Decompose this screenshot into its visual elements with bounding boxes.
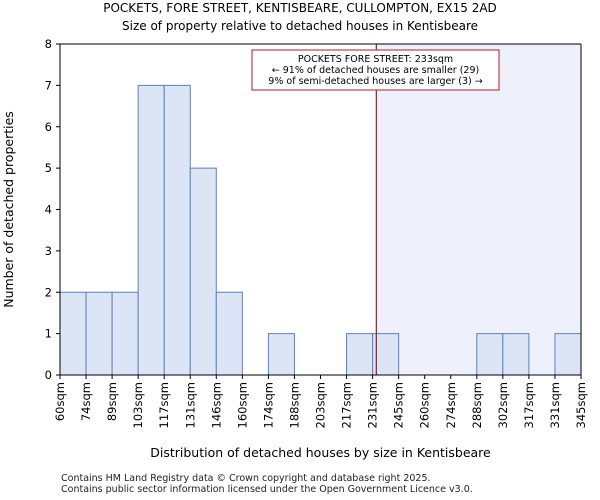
histogram-bar <box>85 291 113 376</box>
annotation-line-3: 9% of semi-detached houses are larger (3… <box>268 76 482 87</box>
histogram-bar <box>267 333 295 376</box>
y-tick-label: 4 <box>45 203 52 217</box>
x-tick-label: 245sqm <box>392 382 406 428</box>
x-tick-label: 103sqm <box>131 382 145 428</box>
x-tick-label: 345sqm <box>574 382 588 428</box>
histogram-bar <box>372 333 400 376</box>
annotation-line-2: ← 91% of detached houses are smaller (29… <box>272 65 479 76</box>
histogram-bar <box>59 291 87 376</box>
x-tick-label: 260sqm <box>418 382 432 428</box>
histogram-bar <box>346 333 374 376</box>
histogram-bar <box>554 333 582 376</box>
x-tick-label: 74sqm <box>79 382 93 421</box>
x-tick-label: 217sqm <box>340 382 354 428</box>
x-tick-label: 188sqm <box>287 382 301 428</box>
histogram-bar <box>215 291 243 376</box>
x-tick-label: 288sqm <box>470 382 484 428</box>
x-tick-label: 117sqm <box>157 382 171 428</box>
y-tick-label: 7 <box>45 78 52 92</box>
chart-subtitle: Size of property relative to detached ho… <box>122 19 478 33</box>
x-tick-label: 203sqm <box>314 382 328 428</box>
chart-title: POCKETS, FORE STREET, KENTISBEARE, CULLO… <box>103 1 497 15</box>
x-tick-label: 302sqm <box>496 382 510 428</box>
x-tick-label: 60sqm <box>53 382 67 421</box>
y-tick-label: 6 <box>45 120 52 134</box>
histogram-bar <box>111 291 139 376</box>
x-tick-label: 274sqm <box>444 382 458 428</box>
histogram-bar <box>502 333 530 376</box>
x-tick-label: 89sqm <box>105 382 119 421</box>
y-tick-label: 2 <box>45 285 52 299</box>
x-tick-label: 131sqm <box>183 382 197 428</box>
x-tick-label: 160sqm <box>235 382 249 428</box>
x-axis-title: Distribution of detached houses by size … <box>150 445 491 460</box>
y-tick-label: 8 <box>45 37 52 51</box>
x-tick-label: 231sqm <box>366 382 380 428</box>
histogram-bar <box>476 333 504 376</box>
footer-copyright: Contains HM Land Registry data © Crown c… <box>61 473 431 484</box>
larger-region-shade <box>376 44 581 375</box>
x-tick-label: 146sqm <box>209 382 223 428</box>
annotation-line-1: POCKETS FORE STREET: 233sqm <box>298 54 453 65</box>
histogram-bar <box>189 167 217 376</box>
y-tick-label: 5 <box>45 161 52 175</box>
annotation-box <box>251 49 500 91</box>
x-tick-label: 317sqm <box>522 382 536 428</box>
x-tick-label: 331sqm <box>548 382 562 428</box>
y-axis-title: Number of detached properties <box>1 111 16 308</box>
y-tick-label: 0 <box>45 368 52 382</box>
x-tick-label: 174sqm <box>261 382 275 428</box>
footer-licence: Contains public sector information licen… <box>61 484 473 495</box>
histogram-bar <box>163 84 191 376</box>
y-tick-label: 1 <box>45 327 52 341</box>
y-tick-label: 3 <box>45 244 52 258</box>
histogram-bar <box>137 84 165 376</box>
